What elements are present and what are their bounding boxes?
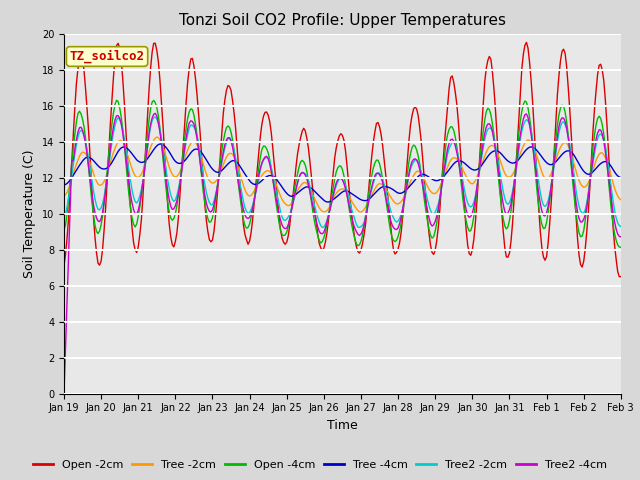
Line: Tree2 -2cm: Tree2 -2cm bbox=[64, 117, 621, 228]
Open -2cm bbox=[396, 240, 403, 245]
Tree2 -2cm bbox=[356, 225, 364, 230]
Open -2cm bbox=[523, 39, 531, 45]
Tree -4cm bbox=[324, 199, 332, 205]
Tree2 -2cm bbox=[617, 224, 625, 229]
Tree -2cm bbox=[412, 170, 419, 176]
Open -4cm bbox=[410, 142, 417, 148]
Tree2 -4cm bbox=[397, 214, 405, 220]
Tree2 -4cm bbox=[617, 234, 625, 240]
Line: Tree2 -4cm: Tree2 -4cm bbox=[64, 113, 621, 394]
Open -2cm bbox=[617, 274, 625, 279]
Tree2 -2cm bbox=[380, 182, 388, 188]
Tree -4cm bbox=[552, 159, 559, 165]
Open -4cm bbox=[550, 150, 558, 156]
Tree2 -2cm bbox=[412, 157, 419, 163]
Tree2 -4cm bbox=[550, 158, 558, 164]
Tree2 -4cm bbox=[152, 110, 159, 116]
Line: Tree -4cm: Tree -4cm bbox=[64, 144, 621, 202]
Open -4cm bbox=[397, 220, 405, 226]
Open -2cm bbox=[76, 57, 83, 62]
Tree -2cm bbox=[380, 183, 388, 189]
Tree2 -4cm bbox=[60, 391, 68, 396]
Open -4cm bbox=[617, 244, 625, 250]
Tree -4cm bbox=[380, 184, 388, 190]
Tree -2cm bbox=[60, 193, 68, 199]
Open -2cm bbox=[550, 146, 558, 152]
Open -2cm bbox=[60, 263, 68, 269]
Line: Open -4cm: Open -4cm bbox=[64, 100, 621, 247]
Open -4cm bbox=[113, 97, 120, 103]
Tree -4cm bbox=[76, 163, 83, 168]
Y-axis label: Soil Temperature (C): Soil Temperature (C) bbox=[23, 149, 36, 278]
Text: TZ_soilco2: TZ_soilco2 bbox=[70, 50, 145, 63]
Open -2cm bbox=[616, 274, 623, 279]
Open -4cm bbox=[165, 209, 173, 215]
Tree2 -2cm bbox=[165, 185, 173, 191]
Tree -4cm bbox=[60, 182, 68, 188]
Line: Open -2cm: Open -2cm bbox=[64, 42, 621, 276]
Tree2 -2cm bbox=[552, 150, 559, 156]
Tree -2cm bbox=[76, 154, 83, 159]
Tree -2cm bbox=[552, 157, 559, 163]
Title: Tonzi Soil CO2 Profile: Upper Temperatures: Tonzi Soil CO2 Profile: Upper Temperatur… bbox=[179, 13, 506, 28]
Tree -4cm bbox=[412, 177, 419, 183]
Tree2 -2cm bbox=[76, 129, 83, 135]
Tree -4cm bbox=[165, 149, 173, 155]
Legend: Open -2cm, Tree -2cm, Open -4cm, Tree -4cm, Tree2 -2cm, Tree2 -4cm: Open -2cm, Tree -2cm, Open -4cm, Tree -4… bbox=[28, 456, 612, 474]
Tree2 -2cm bbox=[152, 114, 159, 120]
Open -2cm bbox=[377, 132, 385, 137]
Tree2 -4cm bbox=[76, 125, 83, 131]
Line: Tree -2cm: Tree -2cm bbox=[64, 137, 621, 212]
Open -2cm bbox=[164, 201, 172, 206]
Tree -2cm bbox=[399, 197, 406, 203]
Open -4cm bbox=[76, 108, 83, 114]
Tree -2cm bbox=[617, 197, 625, 203]
Open -4cm bbox=[379, 176, 387, 182]
Tree -2cm bbox=[165, 164, 173, 170]
Tree2 -4cm bbox=[379, 180, 387, 185]
Tree -2cm bbox=[153, 134, 161, 140]
Tree -4cm bbox=[399, 190, 406, 195]
Tree -2cm bbox=[357, 209, 365, 215]
Tree2 -4cm bbox=[165, 197, 173, 203]
Tree2 -2cm bbox=[399, 206, 406, 212]
Tree2 -4cm bbox=[410, 156, 417, 162]
Tree -4cm bbox=[156, 141, 164, 147]
Open -2cm bbox=[408, 113, 416, 119]
Tree -4cm bbox=[617, 175, 625, 180]
Tree2 -2cm bbox=[60, 215, 68, 220]
Open -4cm bbox=[60, 228, 68, 233]
X-axis label: Time: Time bbox=[327, 419, 358, 432]
